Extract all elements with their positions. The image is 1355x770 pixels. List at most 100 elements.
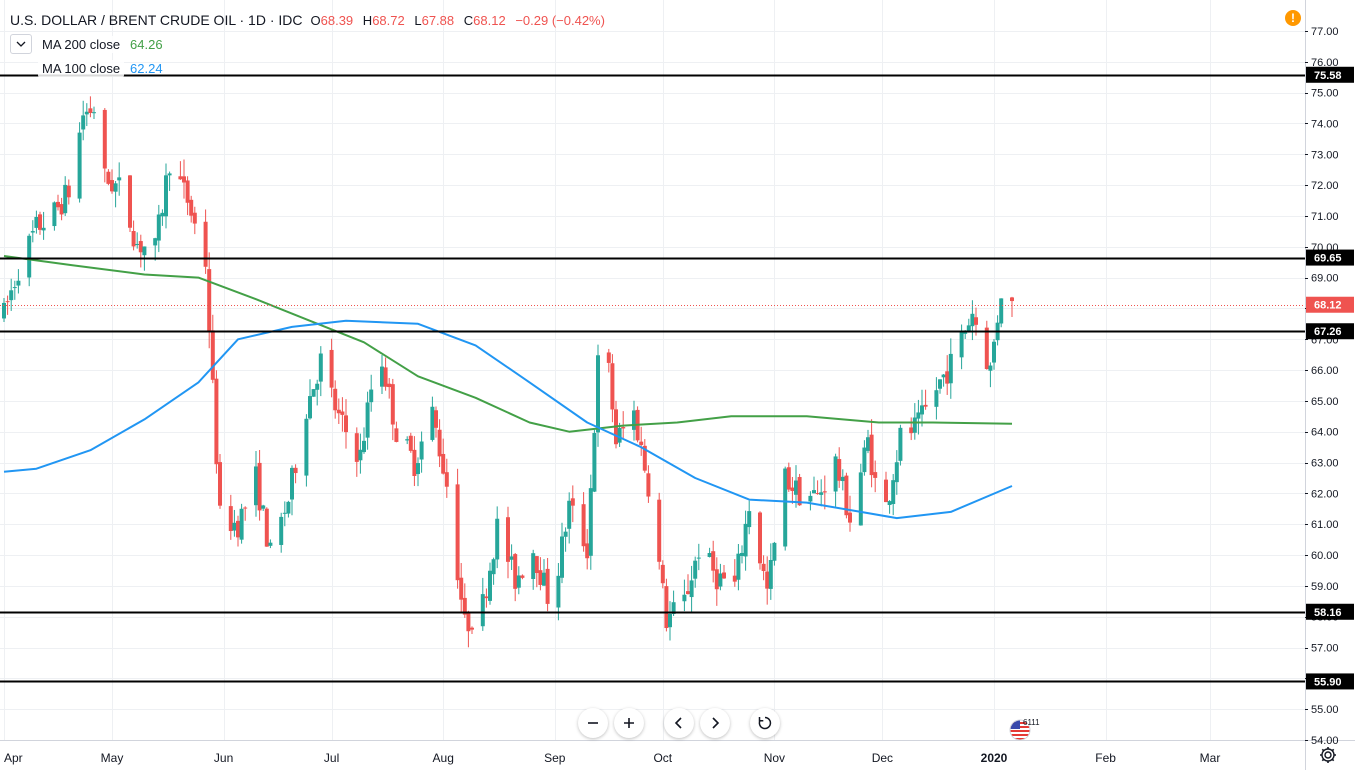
candle	[279, 512, 284, 553]
candle-body	[437, 429, 442, 457]
scroll-left-button[interactable]	[664, 708, 694, 738]
candle-body	[945, 371, 950, 384]
low-value: 67.88	[421, 12, 455, 28]
candle-body	[966, 325, 971, 333]
ma200-legend[interactable]: MA 200 close 64.26	[10, 32, 605, 56]
us-flag-icon[interactable]: 6111	[1001, 717, 1041, 741]
candle	[84, 103, 89, 127]
candle	[488, 562, 492, 605]
candle-body	[412, 449, 417, 476]
candle	[794, 465, 798, 508]
candle-body	[16, 280, 21, 286]
candle-body	[441, 453, 446, 474]
candle	[66, 179, 71, 205]
candle	[531, 549, 536, 590]
plus-icon	[624, 718, 634, 728]
level-price-label: 55.90	[1314, 676, 1342, 688]
candle-body	[912, 417, 917, 433]
candle-body	[992, 341, 996, 363]
candle	[419, 431, 424, 473]
candle	[59, 197, 64, 221]
candle	[444, 458, 449, 498]
candle	[106, 169, 111, 186]
candle	[214, 370, 219, 474]
candle-body	[617, 427, 622, 443]
candle-body	[491, 559, 496, 575]
candle-body	[358, 449, 363, 461]
symbol-header: U.S. DOLLAR / BRENT CRUDE OIL · 1D · IDC…	[10, 8, 605, 32]
alert-icon[interactable]: !	[1285, 10, 1301, 26]
time-axis[interactable]	[0, 740, 1355, 770]
candle	[894, 450, 899, 495]
candle	[77, 122, 82, 203]
level-price-tag	[1306, 673, 1354, 690]
candle-body	[308, 396, 312, 419]
zoom-out-button[interactable]	[578, 708, 608, 738]
candle	[192, 206, 197, 235]
candle-body	[812, 490, 816, 494]
y-tick-label: 76.00	[1311, 57, 1339, 69]
y-tick-label: 71.00	[1311, 211, 1339, 223]
candle	[56, 194, 60, 211]
candle-body	[405, 439, 410, 441]
candle-body	[743, 523, 748, 557]
candle-body	[592, 433, 597, 492]
candle	[182, 159, 186, 199]
candle-body	[736, 553, 741, 580]
candle	[714, 557, 719, 606]
price-axis[interactable]	[1305, 0, 1355, 770]
candle	[293, 464, 298, 484]
candle	[236, 515, 240, 547]
candle	[606, 348, 611, 373]
candle-body	[257, 462, 262, 511]
candle-body	[516, 575, 521, 588]
y-tick-label: 57.00	[1311, 643, 1339, 655]
candle	[203, 209, 208, 274]
candle	[639, 426, 644, 456]
candle	[156, 204, 161, 253]
candle	[862, 440, 867, 476]
reset-chart-button[interactable]	[750, 708, 780, 738]
zoom-in-button[interactable]	[614, 708, 644, 738]
candle	[484, 588, 489, 608]
candle-body	[765, 571, 770, 589]
candle-body	[444, 472, 449, 487]
candle-body	[711, 551, 716, 571]
scroll-right-button[interactable]	[700, 708, 730, 738]
candle-body	[56, 201, 60, 208]
candle-body	[41, 227, 46, 231]
candle	[344, 399, 348, 449]
candle-body	[488, 570, 492, 601]
ma100-legend[interactable]: MA 100 close 62.24	[10, 56, 605, 80]
y-tick-label: 63.00	[1311, 458, 1339, 470]
chevron-down-icon[interactable]	[10, 34, 32, 54]
candle	[394, 421, 399, 443]
symbol-title[interactable]: U.S. DOLLAR / BRENT CRUDE OIL · 1D · IDC	[10, 12, 303, 28]
candle-body	[365, 402, 370, 438]
candle-body	[588, 488, 593, 556]
y-tick-label: 54.00	[1311, 735, 1339, 747]
candle	[988, 362, 993, 388]
candle	[808, 491, 813, 511]
candle	[869, 419, 874, 488]
candle	[30, 220, 35, 243]
candle-body	[671, 602, 676, 614]
last-price-label: 68.12	[1314, 300, 1342, 312]
candle-body	[948, 353, 953, 384]
candle	[632, 400, 636, 441]
candle-body	[239, 508, 244, 540]
candle	[747, 500, 752, 535]
x-tick-label: Nov	[764, 751, 785, 765]
candle-body	[329, 349, 334, 388]
candle-body	[686, 591, 690, 594]
candle	[736, 543, 741, 591]
candle-body	[243, 507, 248, 509]
candle-body	[232, 522, 237, 531]
candle-body	[963, 331, 968, 334]
candle	[768, 543, 773, 600]
candle	[12, 280, 17, 300]
gear-icon[interactable]	[1318, 745, 1338, 765]
candle	[696, 543, 701, 571]
candle-body	[354, 433, 359, 462]
